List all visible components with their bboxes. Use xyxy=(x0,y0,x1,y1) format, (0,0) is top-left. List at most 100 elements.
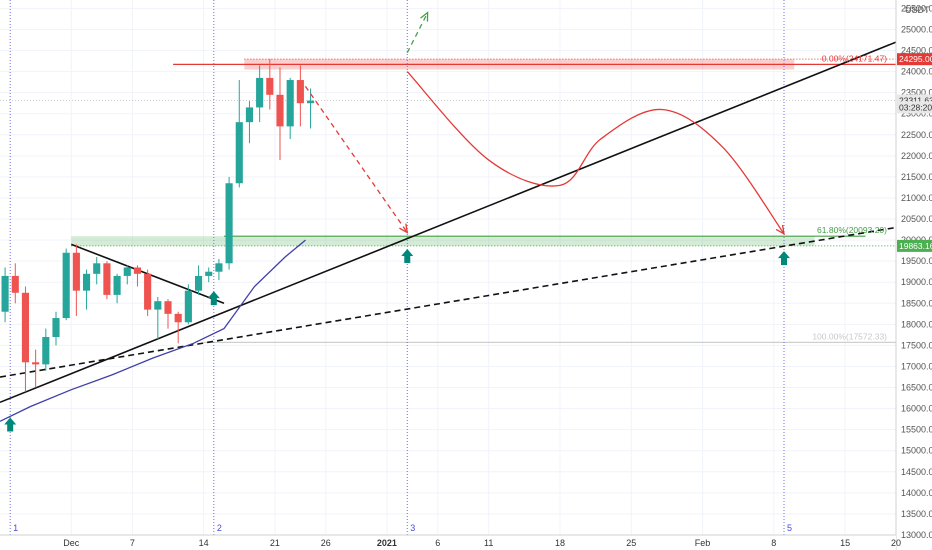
candle xyxy=(256,65,264,123)
candle-body xyxy=(235,122,243,184)
candle xyxy=(286,77,294,140)
price-axis-panel[interactable] xyxy=(896,0,932,550)
candle xyxy=(62,248,70,321)
price-tick-label: 24000.00 xyxy=(901,67,932,77)
price-tag-label: 03:28:20 xyxy=(899,102,932,112)
candle-body xyxy=(286,80,294,127)
up-arrows-layer xyxy=(4,248,790,432)
candle-body xyxy=(144,273,152,310)
time-tick-label: 26 xyxy=(321,538,331,548)
price-tag-label: 23311.63 xyxy=(899,96,932,106)
support-zone xyxy=(71,236,815,246)
candle-body xyxy=(32,362,40,365)
price-tag-bg xyxy=(897,239,932,252)
candle-body xyxy=(174,313,182,323)
candle xyxy=(32,349,40,388)
price-tick-label: 21500.00 xyxy=(901,172,932,182)
vertical-marker-label: 3 xyxy=(410,523,415,533)
candle xyxy=(225,176,233,270)
candle xyxy=(205,267,213,283)
price-axis-ticks: 25500.00 25000.00 24500.00 24000.00 23500.00… xyxy=(901,3,932,540)
moving-average-line xyxy=(0,239,306,422)
candle xyxy=(184,284,192,325)
candle xyxy=(194,265,203,295)
candle xyxy=(306,88,315,129)
candle-body xyxy=(184,290,192,323)
price-tick-label: 18500.00 xyxy=(901,298,932,308)
candle-body xyxy=(11,275,19,293)
price-tag-label: 24295.00 xyxy=(899,54,932,64)
price-tick-label: 17500.00 xyxy=(901,340,932,350)
projections-layer xyxy=(304,11,785,236)
price-tick-label: 15000.00 xyxy=(901,446,932,456)
candle xyxy=(164,299,172,329)
candle-body xyxy=(123,267,131,276)
candle-body xyxy=(306,100,315,104)
vertical-marker-label: 1 xyxy=(13,523,18,533)
candle-body xyxy=(93,263,101,274)
price-tick-label: 19000.00 xyxy=(901,277,932,287)
candle-body xyxy=(276,94,284,127)
dashed-drop-arrow-head xyxy=(399,223,409,234)
time-tick-label: 11 xyxy=(484,538,493,548)
price-tick-label: 14000.00 xyxy=(901,488,932,498)
candles-layer xyxy=(1,58,315,392)
ascending-support-dashed xyxy=(0,226,897,378)
price-tick-label: 24500.00 xyxy=(901,46,932,56)
price-tick-label: 22000.00 xyxy=(901,151,932,161)
price-tick-label: 14500.00 xyxy=(901,467,932,477)
time-tick-label: Dec xyxy=(63,538,80,548)
price-tag-bg xyxy=(897,53,932,66)
candle xyxy=(154,296,162,340)
horizontal-lines-layer xyxy=(0,58,896,343)
vertical-markers-layer: 1 2 3 5 xyxy=(9,0,792,535)
price-tick-label: 16000.00 xyxy=(901,404,932,414)
price-tick-label: 23500.00 xyxy=(901,88,932,98)
price-tick-label: 22500.00 xyxy=(901,130,932,140)
candle-body xyxy=(103,263,111,295)
price-tag: 24295.00 xyxy=(897,53,932,66)
ascending-support-solid xyxy=(0,41,897,404)
candle-body xyxy=(164,301,172,314)
candle xyxy=(72,244,80,316)
candle-body xyxy=(42,337,50,365)
time-axis-ticks: Dec 7 14 21 26 2021 6 11 18 25 Feb 8 15 20 xyxy=(63,538,901,548)
candle xyxy=(276,67,284,161)
candle xyxy=(113,273,121,304)
up-arrow-icon xyxy=(4,417,17,432)
candle xyxy=(1,267,9,323)
price-tick-label: 19500.00 xyxy=(901,256,932,266)
candle-body xyxy=(256,77,264,108)
dashed-breakout-arrow-head xyxy=(420,11,429,22)
currency-label: USDT xyxy=(905,5,930,15)
fib-label: 61.80%(20093.20) xyxy=(817,225,887,235)
candle xyxy=(215,259,223,281)
candle xyxy=(266,58,274,110)
fib-label: 0.00%(24171.47) xyxy=(822,53,887,63)
candle-body xyxy=(194,275,203,291)
up-arrow-icon xyxy=(401,248,414,263)
vertical-marker-label: 2 xyxy=(217,523,222,533)
time-tick-label: 15 xyxy=(840,538,850,548)
price-tag-bg xyxy=(897,101,932,114)
candle-body xyxy=(72,252,80,291)
price-tick-label: 16500.00 xyxy=(901,383,932,393)
time-tick-label: 18 xyxy=(555,538,565,548)
time-axis-panel[interactable] xyxy=(0,535,896,550)
candle-body xyxy=(266,77,274,95)
price-tag: 19863.16 xyxy=(897,239,932,252)
time-tick-label: 7 xyxy=(130,538,135,548)
time-tick-label: 6 xyxy=(435,538,440,548)
price-tag-label: 19863.16 xyxy=(899,241,932,251)
moving-average-layer xyxy=(0,239,306,422)
time-tick-label: 25 xyxy=(626,538,636,548)
price-tick-label: 21000.00 xyxy=(901,193,932,203)
candle-body xyxy=(113,275,121,295)
candle-body xyxy=(205,271,213,276)
time-tick-label: 20 xyxy=(891,538,901,548)
price-tick-label: 13000.00 xyxy=(901,530,932,540)
candle-body xyxy=(154,301,162,310)
fib-label: 100.00%(17572.33) xyxy=(812,331,887,341)
candle xyxy=(123,265,131,285)
